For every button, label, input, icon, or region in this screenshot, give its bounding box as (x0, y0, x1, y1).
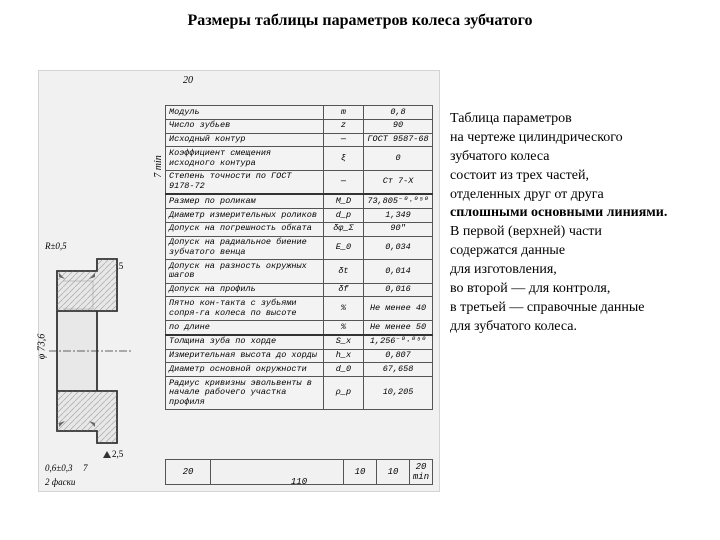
param-symbol: % (323, 297, 363, 321)
param-label: Допуск на радиальное биение зубчатого ве… (166, 236, 324, 260)
param-value: 0,034 (364, 236, 433, 260)
param-symbol: z (323, 119, 363, 133)
param-value: Ст 7-Х (364, 170, 433, 194)
dimension-7: 7 (83, 463, 88, 473)
param-symbol: % (323, 321, 363, 335)
desc-line: на чертеже цилиндрического (450, 130, 623, 145)
dimension-tolerance: 0,6±0,3 (45, 463, 105, 473)
param-value: 0,014 (364, 260, 433, 284)
desc-line: во второй — для контроля, (450, 281, 610, 296)
desc-line: Таблица параметров (450, 111, 572, 126)
param-value: 0,8 (364, 106, 433, 120)
param-value: ГОСТ 9587-68 (364, 133, 433, 147)
param-value: 1,256⁻⁰·⁰⁵⁰ (364, 335, 433, 349)
param-symbol: ξ (323, 147, 363, 171)
param-value: Не менее 50 (364, 321, 433, 335)
param-label: Размер по роликам (166, 194, 324, 208)
param-value: 67,658 (364, 363, 433, 377)
param-symbol: S_x (323, 335, 363, 349)
gear-profile-icon (45, 251, 135, 451)
param-label: Коэффициент смещения исходного контура (166, 147, 324, 171)
page-title: Размеры таблицы параметров колеса зубчат… (0, 12, 720, 30)
param-label: Допуск на профиль (166, 283, 324, 297)
footer-width-110: 110 (165, 477, 433, 487)
param-label: Радиус кривизны эвольвенты в начале рабо… (166, 377, 324, 410)
param-label: Допуск на разность окружных шагов (166, 260, 324, 284)
desc-line: зубчатого колеса (450, 149, 549, 164)
param-symbol: δφ_Σ (323, 222, 363, 236)
param-symbol: h_x (323, 349, 363, 363)
param-symbol: d_0 (323, 363, 363, 377)
param-symbol: E_0 (323, 236, 363, 260)
param-symbol: — (323, 133, 363, 147)
page: Размеры таблицы параметров колеса зубчат… (0, 0, 720, 540)
desc-line: состоит из трех частей, (450, 168, 589, 183)
parameters-table: Модульm0,8 Число зубьевz90 Исходный контур… (165, 105, 433, 410)
param-value: 1,349 (364, 209, 433, 223)
desc-line-bold: сплошными основными линиями. (450, 205, 667, 220)
param-symbol: δf (323, 283, 363, 297)
desc-line: отделенных друг от друга (450, 187, 604, 202)
dimension-top-20: 20 (155, 75, 221, 86)
param-label: Модуль (166, 106, 324, 120)
technical-drawing-figure: 20 7 min φ 73,6 R±0,5 2,5 2,5 0,6±0,3 2 … (38, 70, 440, 492)
param-value: 0,016 (364, 283, 433, 297)
param-label: Диаметр измерительных роликов (166, 209, 324, 223)
dimension-7min: 7 min (153, 155, 164, 178)
param-symbol: M_D (323, 194, 363, 208)
param-label: Допуск на погрешность обката (166, 222, 324, 236)
param-value: 90″ (364, 222, 433, 236)
param-symbol: m (323, 106, 363, 120)
param-label: Число зубьев (166, 119, 324, 133)
param-label: Толщина зуба по хорде (166, 335, 324, 349)
dimension-chamfer: 2 фаски (45, 477, 75, 487)
desc-line: в третьей — справочные данные (450, 300, 645, 315)
desc-line: для изготовления, (450, 262, 557, 277)
desc-line: В первой (верхней) части (450, 224, 602, 239)
param-label: Степень точности по ГОСТ 9178-72 (166, 170, 324, 194)
param-value: 90 (364, 119, 433, 133)
param-label: Измерительная высота до хорды (166, 349, 324, 363)
param-value: 0,807 (364, 349, 433, 363)
param-symbol: δt (323, 260, 363, 284)
param-symbol: — (323, 170, 363, 194)
param-value: 0 (364, 147, 433, 171)
param-label: по длине (166, 321, 324, 335)
param-label: Пятно кон-такта с зубьями сопря-га колес… (166, 297, 324, 321)
param-label: Диаметр основной окружности (166, 363, 324, 377)
param-value: Не менее 40 (364, 297, 433, 321)
desc-line: для зубчатого колеса. (450, 319, 577, 334)
dimension-radius: R±0,5 (45, 241, 67, 251)
param-value: 10,205 (364, 377, 433, 410)
param-symbol: ρ_p (323, 377, 363, 410)
param-symbol: d_р (323, 209, 363, 223)
param-value: 73,805⁻⁰·⁰⁵⁰ (364, 194, 433, 208)
param-label: Исходный контур (166, 133, 324, 147)
desc-line: содержатся данные (450, 243, 565, 258)
description-text: Таблица параметров на чертеже цилиндриче… (450, 110, 708, 337)
